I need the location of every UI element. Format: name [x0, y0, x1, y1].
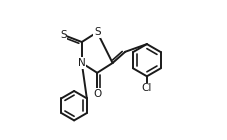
Text: S: S — [60, 30, 67, 40]
Text: Cl: Cl — [141, 83, 151, 93]
Text: O: O — [93, 89, 101, 99]
Text: N: N — [78, 58, 85, 68]
Text: S: S — [94, 27, 100, 37]
